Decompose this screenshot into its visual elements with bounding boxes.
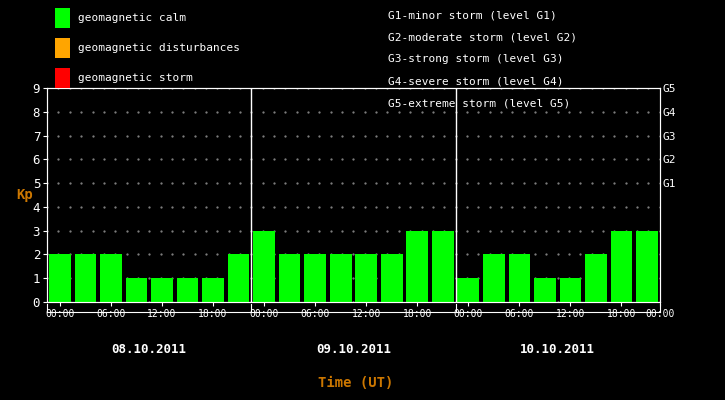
Text: G5-extreme storm (level G5): G5-extreme storm (level G5) <box>388 98 570 108</box>
Text: 09.10.2011: 09.10.2011 <box>316 343 391 356</box>
Bar <box>228 254 249 302</box>
Text: G3-strong storm (level G3): G3-strong storm (level G3) <box>388 54 563 64</box>
Text: 08.10.2011: 08.10.2011 <box>112 343 187 356</box>
Bar <box>253 231 275 302</box>
Text: G4-severe storm (level G4): G4-severe storm (level G4) <box>388 76 563 86</box>
Bar <box>49 254 71 302</box>
Bar <box>457 278 479 302</box>
Bar <box>585 254 607 302</box>
Text: geomagnetic disturbances: geomagnetic disturbances <box>78 43 240 53</box>
Bar <box>381 254 402 302</box>
Bar <box>636 231 658 302</box>
Bar <box>279 254 300 302</box>
Bar <box>534 278 556 302</box>
Text: G1-minor storm (level G1): G1-minor storm (level G1) <box>388 10 557 20</box>
Bar <box>75 254 96 302</box>
Text: 10.10.2011: 10.10.2011 <box>520 343 595 356</box>
Bar <box>125 278 147 302</box>
Bar <box>177 278 199 302</box>
Bar <box>330 254 352 302</box>
Bar <box>407 231 428 302</box>
Text: G2-moderate storm (level G2): G2-moderate storm (level G2) <box>388 32 577 42</box>
Bar <box>432 231 454 302</box>
Bar <box>100 254 122 302</box>
Text: geomagnetic storm: geomagnetic storm <box>78 73 193 83</box>
Text: Time (UT): Time (UT) <box>318 376 393 390</box>
Bar <box>560 278 581 302</box>
Bar <box>304 254 326 302</box>
Bar <box>355 254 377 302</box>
Bar <box>151 278 173 302</box>
Bar <box>508 254 530 302</box>
Bar <box>483 254 505 302</box>
Bar <box>610 231 632 302</box>
Text: geomagnetic calm: geomagnetic calm <box>78 13 186 23</box>
Bar <box>202 278 224 302</box>
Y-axis label: Kp: Kp <box>16 188 33 202</box>
